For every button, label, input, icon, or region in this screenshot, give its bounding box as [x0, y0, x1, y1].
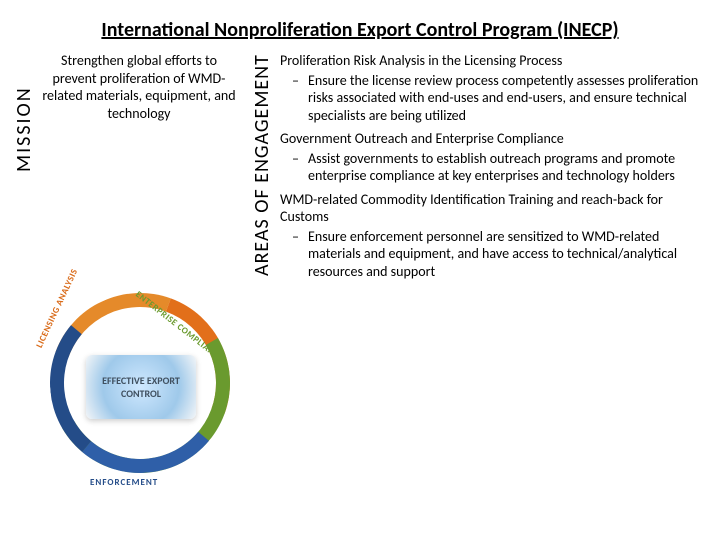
- arc-label-enforcement: ENFORCEMENT: [90, 477, 158, 488]
- areas-body: Proliferation Risk Analysis in the Licen…: [276, 52, 710, 512]
- area-item-title: Government Outreach and Enterprise Compl…: [280, 130, 710, 148]
- area-item-sub: Assist governments to establish outreach…: [308, 150, 710, 185]
- mission-text: Strengthen global efforts to prevent pro…: [38, 52, 240, 122]
- diagram-center: EFFECTIVE EXPORT CONTROL: [86, 355, 196, 419]
- export-control-diagram: EFFECTIVE EXPORT CONTROL LICENSING ANALY…: [28, 255, 248, 515]
- area-item-sub: Ensure enforcement personnel are sensiti…: [308, 228, 710, 281]
- slide: International Nonproliferation Export Co…: [0, 0, 720, 540]
- mission-vertical-label: MISSION: [10, 52, 38, 206]
- areas-column: AREAS OF ENGAGEMENT Proliferation Risk A…: [248, 52, 710, 512]
- areas-vertical-label: AREAS OF ENGAGEMENT: [248, 52, 276, 512]
- area-item-sub: Ensure the license review process compet…: [308, 72, 710, 125]
- area-item-title: WMD-related Commodity Identification Tra…: [280, 191, 710, 226]
- area-item-title: Proliferation Risk Analysis in the Licen…: [280, 52, 710, 70]
- page-title: International Nonproliferation Export Co…: [0, 0, 720, 52]
